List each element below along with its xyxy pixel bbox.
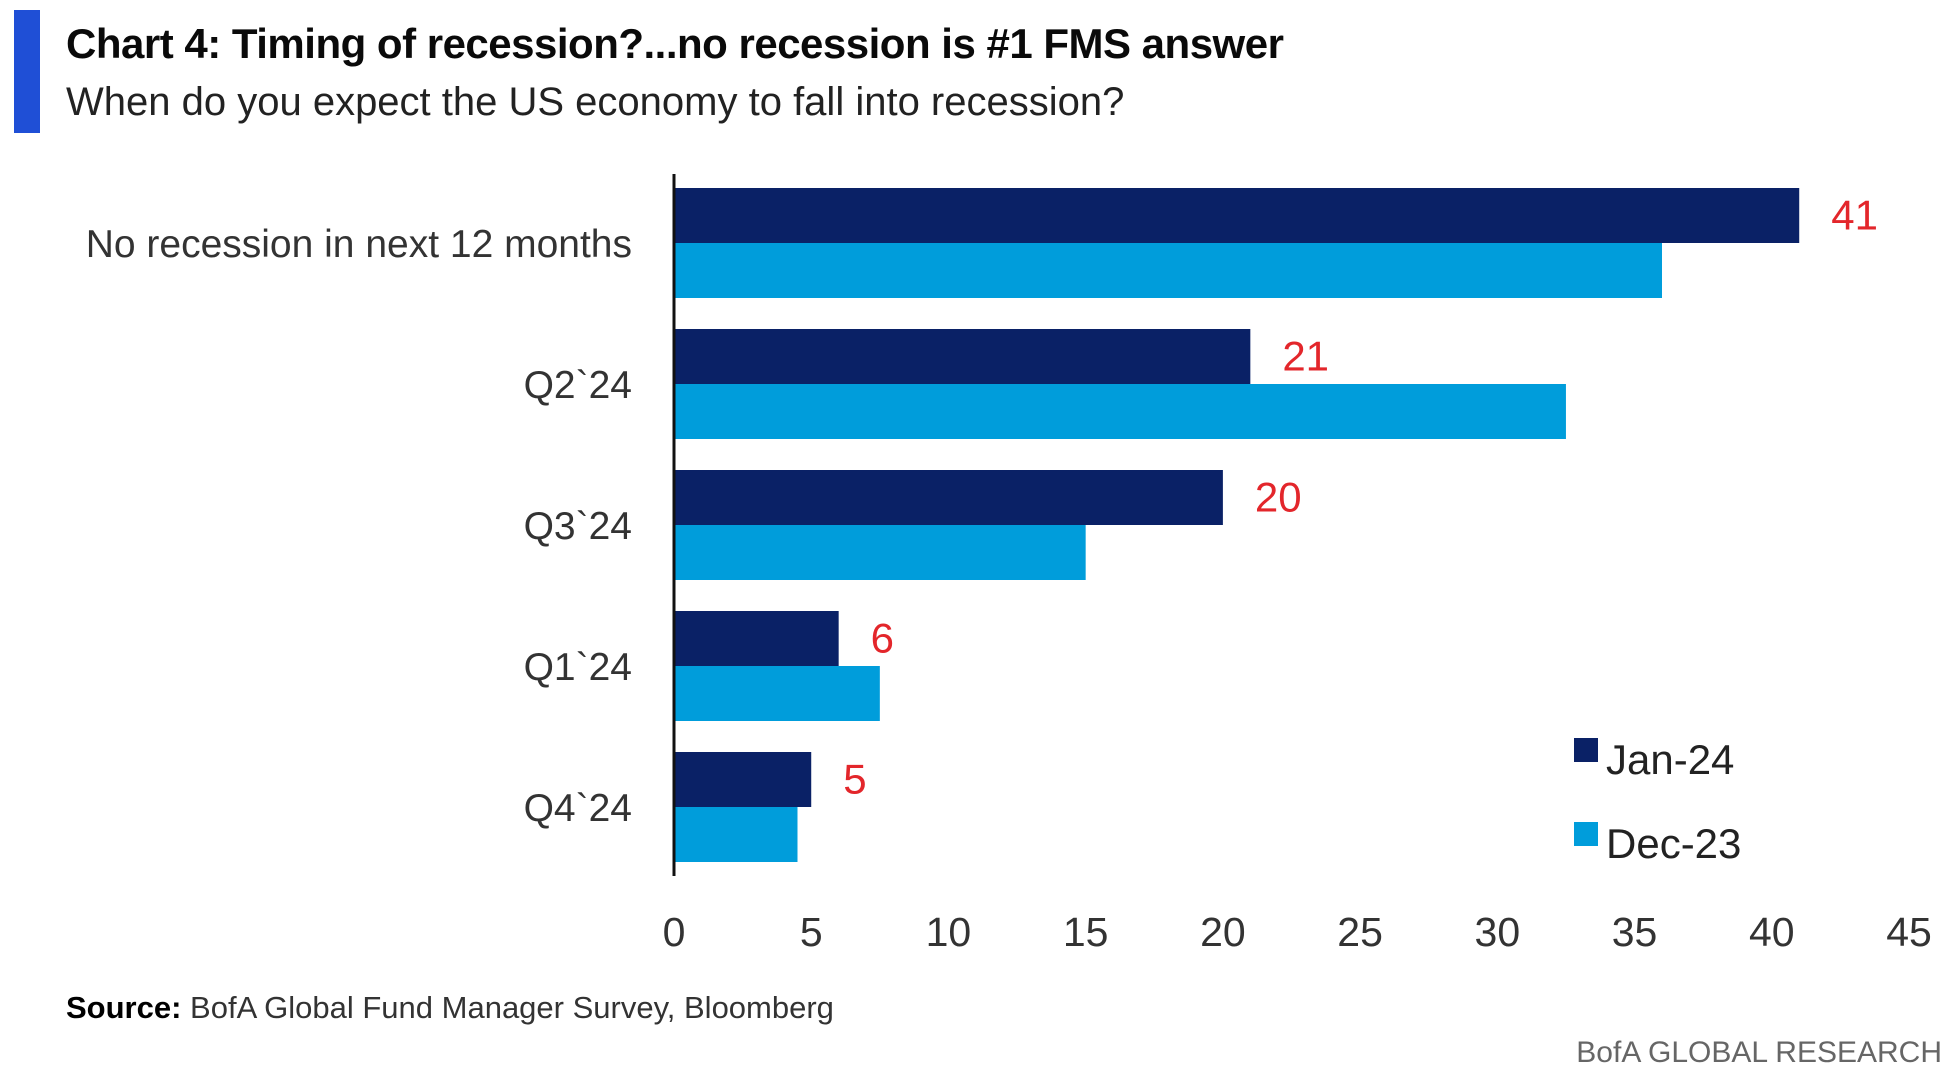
chart-title: Chart 4: Timing of recession?...no reces… <box>66 20 1284 67</box>
bar-dec-23-4 <box>674 807 798 862</box>
category-label: Q4`24 <box>524 787 632 830</box>
x-tick-label: 30 <box>1475 909 1521 955</box>
data-label: 6 <box>871 615 894 662</box>
data-label: 5 <box>843 756 866 803</box>
bar-dec-23-1 <box>674 384 1566 439</box>
bar-jan-24-4 <box>674 752 812 807</box>
x-tick-label: 5 <box>800 909 823 955</box>
legend-label: Dec-23 <box>1606 820 1741 867</box>
category-label: Q1`24 <box>524 646 632 689</box>
x-tick-label: 20 <box>1200 909 1246 955</box>
data-label: 21 <box>1282 333 1329 380</box>
brand-label: BofA GLOBAL RESEARCH <box>1576 1036 1942 1069</box>
category-label: Q3`24 <box>524 505 632 548</box>
x-tick-label: 35 <box>1612 909 1658 955</box>
x-tick-label: 25 <box>1337 909 1383 955</box>
source-text: BofA Global Fund Manager Survey, Bloombe… <box>181 990 834 1025</box>
bar-jan-24-0 <box>674 188 1800 243</box>
legend-swatch <box>1574 738 1598 762</box>
x-tick-label: 0 <box>663 909 686 955</box>
category-label: Q2`24 <box>524 364 632 407</box>
bar-chart: No recession in next 12 months 41 Q2`24 21 Q… <box>86 174 1932 955</box>
x-tick-label: 10 <box>926 909 972 955</box>
title-accent-bar <box>14 10 40 133</box>
chart-subtitle: When do you expect the US economy to fal… <box>66 80 1125 124</box>
legend-swatch <box>1574 822 1598 846</box>
bar-jan-24-3 <box>674 611 839 666</box>
bar-dec-23-3 <box>674 666 880 721</box>
data-label: 41 <box>1831 192 1878 239</box>
bar-jan-24-2 <box>674 470 1223 525</box>
bar-jan-24-1 <box>674 329 1251 384</box>
bar-dec-23-2 <box>674 525 1086 580</box>
x-tick-label: 45 <box>1886 909 1932 955</box>
legend-label: Jan-24 <box>1606 736 1734 783</box>
bar-dec-23-0 <box>674 243 1662 298</box>
x-tick-label: 15 <box>1063 909 1109 955</box>
data-label: 20 <box>1255 474 1302 521</box>
source-label: Source: <box>66 990 182 1025</box>
source-note: Source: BofA Global Fund Manager Survey,… <box>66 990 834 1026</box>
x-tick-label: 40 <box>1749 909 1795 955</box>
category-label: No recession in next 12 months <box>86 223 632 266</box>
